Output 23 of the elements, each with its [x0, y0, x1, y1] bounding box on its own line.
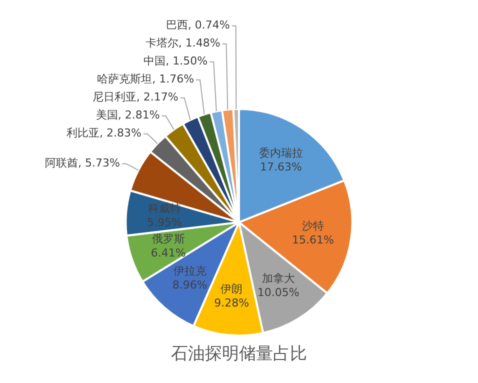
slice-label: 尼日利亚, 2.17%: [92, 90, 178, 104]
slice-label: 科威特: [148, 202, 181, 215]
slice-label: 委内瑞拉: [258, 146, 303, 160]
slice-label: 伊拉克: [173, 264, 206, 278]
slice-label: 加拿大: [262, 272, 295, 285]
slice-label: 卡塔尔, 1.48%: [145, 36, 220, 50]
data-label: 6.41%: [150, 246, 186, 260]
slice-label: 俄罗斯: [152, 232, 185, 246]
data-label: 5.95%: [147, 216, 182, 229]
slice-label: 阿联酋, 5.73%: [45, 156, 120, 170]
data-label: 15.61%: [292, 233, 334, 246]
data-label: 9.28%: [214, 296, 250, 310]
slice-label: 沙特: [302, 219, 324, 232]
data-label: 8.96%: [172, 278, 208, 292]
data-label: 10.05%: [257, 286, 300, 299]
slice-label: 利比亚, 2.83%: [66, 126, 142, 140]
slice-label: 哈萨克斯坦, 1.76%: [97, 72, 194, 86]
slice-label: 巴西, 0.74%: [166, 18, 230, 32]
slice-label: 中国, 1.50%: [144, 54, 208, 68]
text: 石油探明储量占比: [171, 344, 307, 364]
slice-label: 伊朗: [220, 282, 243, 296]
slice-label: 美国, 2.81%: [96, 108, 160, 122]
data-label: 17.63%: [260, 160, 302, 174]
